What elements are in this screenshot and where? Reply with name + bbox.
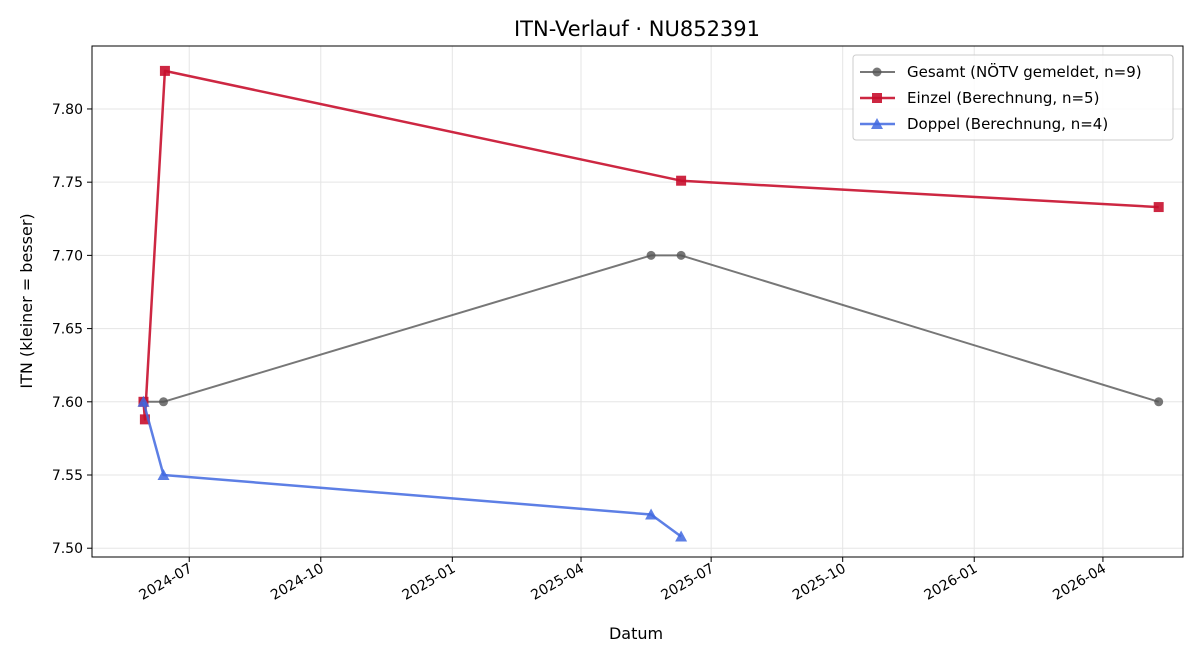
legend-entry-gesamt: Gesamt (NÖTV gemeldet, n=9)	[860, 62, 1142, 81]
data-point	[675, 530, 688, 542]
legend-label: Einzel (Berechnung, n=5)	[907, 89, 1099, 107]
data-point	[646, 250, 656, 260]
x-axis-title: Datum	[609, 624, 663, 643]
y-axis-title: ITN (kleiner = besser)	[17, 213, 36, 388]
data-point	[1154, 397, 1164, 407]
legend-entry-doppel: Doppel (Berechnung, n=4)	[860, 115, 1108, 133]
y-tick-label: 7.50	[52, 541, 83, 557]
y-tick-label: 7.65	[52, 322, 83, 338]
legend-box	[852, 54, 1174, 141]
data-point	[1153, 202, 1164, 213]
legend-marker	[872, 93, 882, 103]
legend-marker	[872, 67, 882, 77]
data-point	[159, 65, 170, 76]
series-layer	[137, 65, 1164, 542]
data-point	[676, 175, 687, 186]
legend-label: Gesamt (NÖTV gemeldet, n=9)	[907, 62, 1142, 81]
chart-title: ITN-Verlauf · NU852391	[514, 17, 760, 41]
data-point	[158, 397, 168, 407]
y-tick-label: 7.60	[52, 395, 83, 411]
y-axis: 7.50 7.55 7.60 7.65 7.70 7.75 7.80	[52, 102, 92, 557]
plot-frame	[91, 45, 1184, 558]
data-point	[139, 414, 150, 425]
data-point	[137, 395, 150, 407]
legend-label: Doppel (Berechnung, n=4)	[907, 115, 1108, 133]
series-2	[137, 395, 688, 542]
series-line	[142, 401, 682, 538]
data-point	[157, 469, 170, 481]
data-point	[645, 508, 658, 520]
y-tick-label: 7.75	[52, 175, 83, 191]
y-tick-label: 7.70	[52, 248, 83, 264]
y-tick-label: 7.55	[52, 468, 83, 484]
legend-entry-einzel: Einzel (Berechnung, n=5)	[860, 89, 1099, 107]
legend: Gesamt (NÖTV gemeldet, n=9) Einzel (Bere…	[852, 54, 1174, 141]
legend-marker	[871, 118, 883, 129]
y-tick-label: 7.80	[52, 102, 83, 118]
data-point	[676, 250, 686, 260]
